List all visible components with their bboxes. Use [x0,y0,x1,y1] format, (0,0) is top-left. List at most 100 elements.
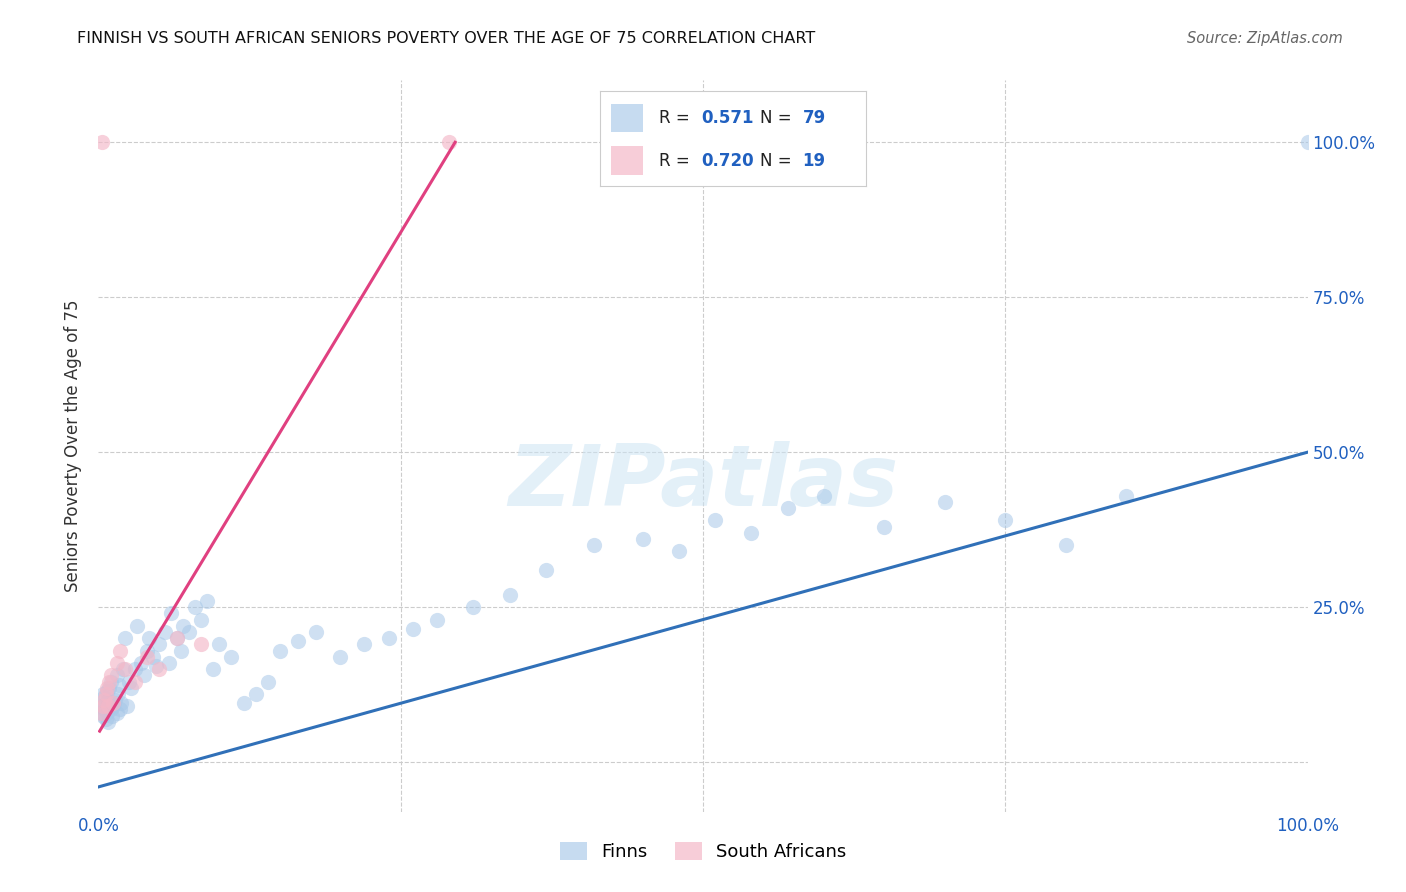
Point [134,668,156,682]
Point [103,696,125,710]
Point [190,637,212,651]
Point [184,600,207,615]
Point [195,594,218,608]
Legend: Finns, South Africans: Finns, South Africans [553,835,853,869]
Point [91,135,114,149]
Point [148,662,170,676]
Point [105,668,128,682]
Point [208,637,231,651]
Point [329,649,352,664]
Point [129,656,152,670]
Point [305,624,328,639]
Point [91,708,114,723]
Point [402,622,425,636]
Point [668,544,690,558]
Point [463,600,485,615]
Point [142,649,165,664]
Point [256,674,278,689]
Point [93,693,115,707]
Point [105,706,128,720]
Point [287,634,309,648]
Point [269,643,291,657]
Point [94,712,117,726]
Point [353,637,375,651]
Point [101,696,124,710]
Point [96,706,118,720]
Point [534,563,557,577]
Point [232,696,254,710]
Point [135,643,157,657]
Point [813,489,835,503]
Point [145,659,167,673]
Point [90,706,112,720]
Point [202,662,225,676]
Point [124,674,146,689]
Point [169,643,191,657]
Point [108,702,131,716]
Point [97,699,120,714]
Point [873,519,896,533]
Point [100,708,122,723]
Point [104,693,127,707]
Point [153,624,176,639]
Point [776,500,799,515]
Point [190,613,212,627]
Point [221,649,243,664]
Point [117,699,139,714]
Point [105,656,128,670]
Point [108,643,131,657]
Point [91,699,114,714]
Point [97,693,120,707]
Point [994,513,1017,527]
Point [166,631,188,645]
Y-axis label: Seniors Poverty Over the Age of 75: Seniors Poverty Over the Age of 75 [65,300,83,592]
Point [740,525,762,540]
Point [377,631,399,645]
Point [1296,135,1319,149]
Point [114,631,136,645]
Text: Source: ZipAtlas.com: Source: ZipAtlas.com [1187,31,1343,46]
Point [97,714,120,729]
Point [90,706,112,720]
Point [114,662,136,676]
Point [100,674,122,689]
Point [118,674,141,689]
Point [172,619,194,633]
Point [426,613,449,627]
Point [160,607,183,621]
Point [135,649,157,664]
Point [120,681,142,695]
Point [583,538,606,552]
Point [93,690,115,704]
Point [100,668,122,682]
Point [91,687,114,701]
Point [100,702,122,716]
Point [157,656,180,670]
Point [107,687,129,701]
Point [111,662,134,676]
Point [94,687,117,701]
Point [1054,538,1077,552]
Point [148,637,170,651]
Point [124,662,146,676]
Point [91,699,114,714]
Point [179,624,201,639]
Point [108,678,131,692]
Point [93,702,115,716]
Point [437,135,460,149]
Text: ZIPatlas: ZIPatlas [508,441,898,524]
Point [166,631,188,645]
Point [127,619,149,633]
Point [934,495,956,509]
Point [498,588,520,602]
Point [94,696,117,710]
Point [98,681,121,695]
Point [138,631,160,645]
Point [1115,489,1137,503]
Point [96,681,118,695]
Point [245,687,267,701]
Text: FINNISH VS SOUTH AFRICAN SENIORS POVERTY OVER THE AGE OF 75 CORRELATION CHART: FINNISH VS SOUTH AFRICAN SENIORS POVERTY… [77,31,815,46]
Point [96,683,118,698]
Point [631,532,654,546]
Point [98,674,121,689]
